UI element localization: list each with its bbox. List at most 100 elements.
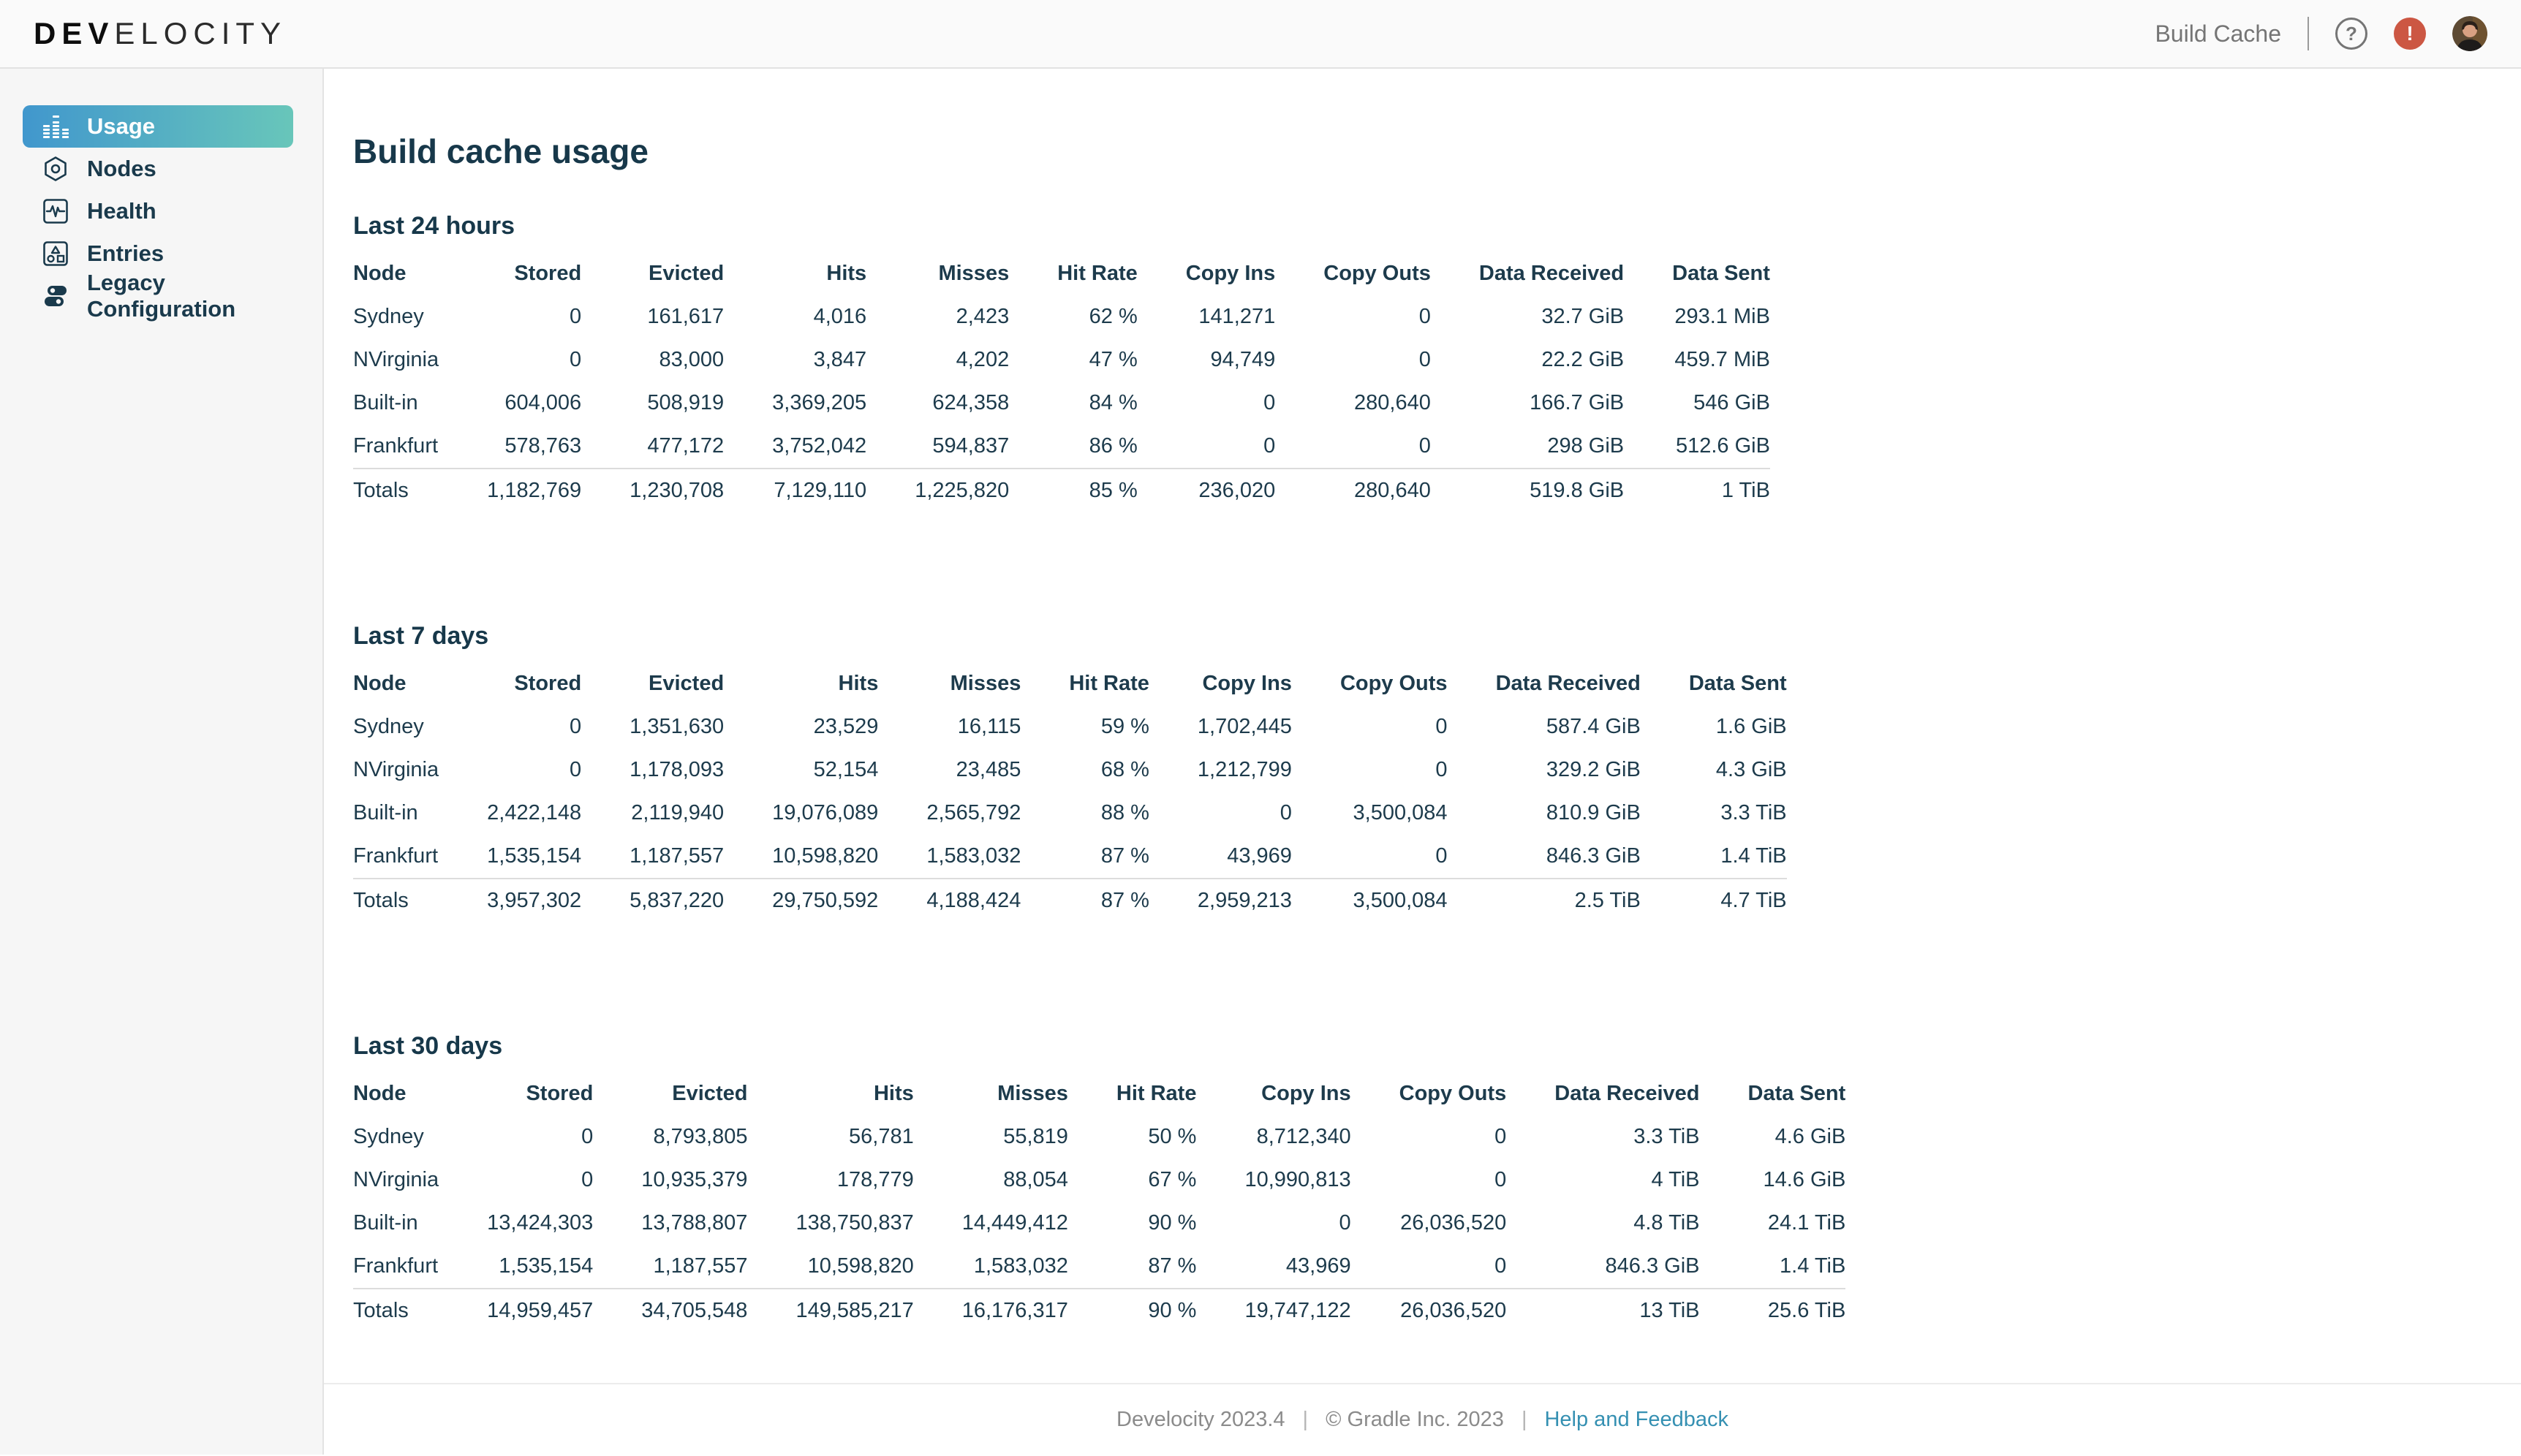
- table-cell: 0: [570, 305, 582, 328]
- table-cell: 0: [1339, 1211, 1351, 1235]
- sidebar-item-nodes[interactable]: Nodes: [23, 148, 293, 190]
- column-header: Node: [353, 1082, 407, 1105]
- table-cell: 329.2 GiB: [1546, 758, 1641, 781]
- avatar[interactable]: [2452, 16, 2487, 51]
- table-cell: 604,006: [504, 391, 582, 414]
- table-cell: 0: [1435, 844, 1448, 868]
- table-row: Built-in 2,422,148 2,119,940 19,076,089 2,56…: [353, 792, 1787, 835]
- develocity-logo[interactable]: DEVELOCITY: [34, 16, 287, 51]
- sidebar: Usage Nodes Health Entries Legacy Configurat…: [0, 69, 324, 1455]
- table-cell: Totals: [353, 878, 439, 922]
- table-cell: 3,369,205: [772, 391, 867, 414]
- column-header: Hit Rate: [1069, 672, 1149, 695]
- table-cell: 2.5 TiB: [1447, 878, 1641, 922]
- table-cell: 512.6 GiB: [1675, 434, 1770, 458]
- table-cell: 846.3 GiB: [1546, 844, 1641, 868]
- table-cell: 10,598,820: [807, 1254, 914, 1278]
- table-cell: Frankfurt: [353, 1254, 439, 1278]
- table-cell: 4 TiB: [1651, 1168, 1700, 1191]
- table-cell: 3,847: [813, 348, 867, 371]
- section-heading: Last 30 days: [353, 1032, 503, 1060]
- table-cell: 10,935,379: [641, 1168, 748, 1191]
- table-row: Frankfurt 578,763 477,172 3,752,042 594,837 8…: [353, 425, 1770, 469]
- table-cell: 0: [1494, 1168, 1507, 1191]
- table-header-row: Node Stored Evicted Hits Misses Hit Rate Copy …: [353, 662, 1787, 705]
- table-cell: 578,763: [504, 434, 582, 458]
- help-icon[interactable]: ?: [2335, 18, 2367, 50]
- sidebar-item-label: Entries: [87, 240, 165, 266]
- column-header: Hits: [873, 1082, 914, 1105]
- column-header: Copy Outs: [1339, 672, 1448, 695]
- column-header: Hits: [826, 262, 867, 285]
- column-header: Copy Outs: [1323, 262, 1431, 285]
- table-cell: 1,225,820: [866, 468, 1010, 512]
- table-cell: 26,036,520: [1350, 1288, 1507, 1332]
- table-cell: Built-in: [353, 801, 418, 824]
- table-cell: 1,535,154: [487, 844, 582, 868]
- table-cell: 236,020: [1137, 468, 1276, 512]
- table-cell: 87 %: [1021, 878, 1149, 922]
- column-header: Hit Rate: [1057, 262, 1138, 285]
- column-header: Evicted: [649, 262, 725, 285]
- help-and-feedback-link[interactable]: Help and Feedback: [1544, 1407, 1728, 1431]
- table-cell: 1,702,445: [1197, 715, 1292, 738]
- bar-chart-icon: [42, 113, 69, 140]
- table-cell: 50 %: [1148, 1125, 1197, 1148]
- table-cell: 1,351,630: [630, 715, 725, 738]
- logo-light-text: ELOCITY: [114, 16, 287, 50]
- table-cell: 546 GiB: [1693, 391, 1770, 414]
- sidebar-item-entries[interactable]: Entries: [23, 232, 293, 275]
- table-cell: 166.7 GiB: [1530, 391, 1625, 414]
- table-cell: 477,172: [647, 434, 725, 458]
- usage-section: Last 7 days Node Stored Evicted Hits Misses H…: [353, 622, 2477, 922]
- table-cell: 86 %: [1089, 434, 1138, 458]
- column-header: Misses: [997, 1082, 1068, 1105]
- sidebar-item-label: Legacy Configuration: [87, 270, 236, 322]
- table-cell: 5,837,220: [581, 878, 725, 922]
- table-cell: Sydney: [353, 715, 424, 738]
- table-cell: 2,959,213: [1149, 878, 1292, 922]
- table-row: NVirginia 0 83,000 3,847 4,202 47 % 94,749 0 22.…: [353, 338, 1770, 382]
- table-cell: 88 %: [1100, 801, 1149, 824]
- sidebar-item-label: Nodes: [87, 156, 156, 181]
- table-cell: 0: [1263, 391, 1276, 414]
- table-cell: 14,959,457: [439, 1288, 594, 1332]
- table-cell: Frankfurt: [353, 844, 439, 868]
- table-cell: 280,640: [1275, 468, 1431, 512]
- sidebar-item-usage[interactable]: Usage: [23, 105, 293, 148]
- table-cell: NVirginia: [353, 758, 439, 781]
- table-cell: 3,752,042: [772, 434, 867, 458]
- health-monitor-icon: [42, 197, 69, 225]
- column-header: Data Received: [1495, 672, 1641, 695]
- column-header: Hits: [838, 672, 879, 695]
- table-cell: 1,535,154: [499, 1254, 594, 1278]
- table-cell: 32.7 GiB: [1541, 305, 1625, 328]
- table-cell: 1,212,799: [1197, 758, 1292, 781]
- table-cell: 3,957,302: [439, 878, 582, 922]
- table-cell: 14,449,412: [961, 1211, 1068, 1235]
- sidebar-item-health[interactable]: Health: [23, 190, 293, 232]
- table-cell: 4,202: [956, 348, 1010, 371]
- table-cell: 87 %: [1148, 1254, 1197, 1278]
- table-cell: 0: [1263, 434, 1276, 458]
- table-cell: 88,054: [1003, 1168, 1068, 1191]
- table-cell: 55,819: [1003, 1125, 1068, 1148]
- column-header: Node: [353, 672, 407, 695]
- table-cell: 10,598,820: [772, 844, 879, 868]
- table-cell: 519.8 GiB: [1430, 468, 1625, 512]
- table-cell: Built-in: [353, 391, 418, 414]
- table-cell: 1,230,708: [581, 468, 725, 512]
- table-cell: 22.2 GiB: [1541, 348, 1625, 371]
- footer-separator: |: [1302, 1407, 1309, 1431]
- column-header: Misses: [938, 262, 1010, 285]
- table-cell: 14.6 GiB: [1763, 1168, 1846, 1191]
- column-header: Hit Rate: [1116, 1082, 1197, 1105]
- table-header-row: Node Stored Evicted Hits Misses Hit Rate Copy …: [353, 1072, 1845, 1115]
- sidebar-item-legacy-configuration[interactable]: Legacy Configuration: [23, 270, 293, 322]
- totals-row: Totals 3,957,302 5,837,220 29,750,592 4,188,…: [353, 878, 1787, 922]
- table-cell: 138,750,837: [795, 1211, 914, 1235]
- alert-icon[interactable]: !: [2394, 18, 2426, 50]
- table-cell: 298 GiB: [1547, 434, 1625, 458]
- totals-row: Totals 14,959,457 34,705,548 149,585,217 16,…: [353, 1288, 1846, 1332]
- table-cell: 594,837: [932, 434, 1010, 458]
